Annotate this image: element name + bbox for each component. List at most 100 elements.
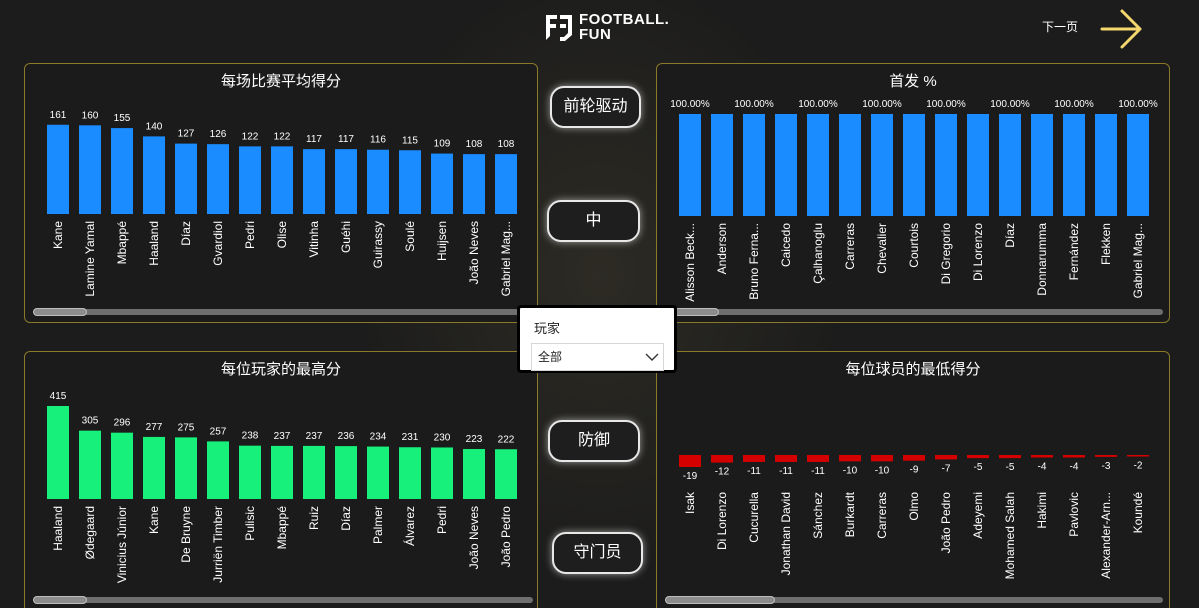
start-category-label: Bruno Ferna...	[747, 223, 761, 300]
start-category-label: Fernández	[1067, 223, 1081, 280]
max-category-label: João Pedro	[499, 506, 513, 568]
avg-value-label: 108	[466, 139, 483, 150]
start-bar	[1127, 114, 1149, 216]
min-value-label: -7	[942, 463, 951, 474]
max-score-scrollbar[interactable]	[33, 596, 533, 604]
max-value-label: 275	[178, 422, 195, 433]
start-bar	[935, 114, 957, 216]
start-bar	[1031, 114, 1053, 216]
min-score-scroll-thumb[interactable]	[665, 596, 775, 604]
avg-bar	[175, 143, 197, 214]
avg-value-label: 117	[306, 134, 322, 145]
min-category-label: Koundé	[1131, 492, 1145, 534]
max-category-label: Haaland	[51, 506, 65, 551]
start-value-label: 100.00%	[862, 99, 902, 110]
max-bar	[175, 437, 197, 499]
min-bar	[1095, 455, 1117, 457]
football-fun-logo: FOOTBALL. FUN	[543, 12, 693, 44]
start-category-label: Chevalier	[875, 223, 889, 274]
avg-value-label: 155	[114, 113, 131, 124]
start-value-label: 100.00%	[926, 99, 966, 110]
min-bar	[935, 455, 957, 460]
midfield-button[interactable]: 中	[547, 200, 640, 242]
start-category-label: Caicedo	[779, 223, 793, 267]
max-category-label: Palmer	[371, 506, 385, 544]
max-value-label: 222	[498, 434, 515, 445]
avg-value-label: 117	[338, 134, 354, 145]
min-category-label: João Pedro	[939, 492, 953, 554]
min-value-label: -11	[811, 466, 825, 477]
start-bar	[711, 114, 733, 216]
min-score-chart: -19 Isak -12 Di Lorenzo -11 Cucurella -11 Jonat…	[679, 455, 1149, 579]
avg-value-label: 127	[178, 129, 195, 140]
max-score-scroll-thumb[interactable]	[33, 596, 87, 604]
max-value-label: 236	[338, 431, 355, 442]
avg-score-title: 每场比赛平均得分	[220, 73, 341, 90]
min-value-label: -10	[875, 465, 890, 476]
start-category-label: Alisson Beck...	[683, 223, 697, 302]
min-bar	[807, 455, 829, 462]
min-category-label: Olmo	[907, 492, 921, 521]
player-dropdown-value: 全部	[538, 350, 563, 364]
max-value-label: 231	[402, 432, 419, 443]
next-page-link[interactable]: 下一页	[1042, 20, 1079, 34]
avg-value-label: 109	[434, 139, 451, 150]
avg-category-label: João Neves	[467, 221, 481, 284]
max-category-label: Ruiz	[307, 506, 321, 530]
min-bar	[839, 455, 861, 462]
min-bar	[1063, 455, 1085, 458]
min-value-label: -10	[843, 465, 858, 476]
min-category-label: Sánchez	[811, 492, 825, 539]
min-category-label: Carreras	[875, 492, 889, 539]
start-category-label: Anderson	[715, 223, 729, 274]
avg-bar	[431, 153, 453, 214]
avg-category-label: Huijsen	[435, 221, 449, 261]
min-category-label: Di Lorenzo	[715, 492, 729, 550]
avg-bar	[463, 154, 485, 214]
min-bar	[999, 455, 1021, 459]
start-pct-scrollbar[interactable]	[665, 308, 1163, 316]
avg-value-label: 160	[82, 110, 99, 121]
arrow-right-icon[interactable]	[1100, 8, 1144, 50]
start-category-label: Çalhanoglu	[811, 223, 825, 284]
start-bar	[871, 114, 893, 216]
avg-bar	[207, 144, 229, 214]
min-bar	[711, 455, 733, 463]
min-score-scrollbar[interactable]	[665, 596, 1163, 604]
min-bar	[967, 455, 989, 459]
forward-button[interactable]: 前轮驱动	[550, 86, 641, 128]
avg-score-scroll-thumb[interactable]	[33, 308, 87, 316]
max-score-title: 每位玩家的最高分	[220, 361, 341, 378]
start-category-label: Courtois	[907, 223, 921, 268]
start-bar	[967, 114, 989, 216]
max-value-label: 223	[466, 434, 483, 445]
goalkeeper-button[interactable]: 守门员	[552, 532, 643, 574]
defense-button[interactable]: 防御	[548, 420, 640, 462]
avg-bar	[495, 154, 517, 214]
avg-bar	[47, 124, 69, 214]
max-bar	[143, 436, 165, 499]
start-category-label: Di Gregorio	[939, 223, 953, 285]
min-value-label: -3	[1102, 461, 1111, 472]
max-value-label: 237	[274, 431, 291, 442]
avg-bar	[271, 146, 293, 214]
start-bar	[1095, 114, 1117, 216]
min-category-label: Isak	[683, 491, 697, 514]
max-category-label: Díaz	[339, 506, 353, 531]
max-bar	[399, 447, 421, 499]
min-value-label: -12	[715, 467, 730, 478]
start-category-label: Gabriel Mag...	[1131, 223, 1145, 298]
avg-bar	[399, 150, 421, 214]
player-dropdown[interactable]: 全部	[531, 343, 664, 371]
min-bar	[775, 455, 797, 462]
avg-score-scrollbar[interactable]	[33, 308, 533, 316]
min-value-label: -2	[1134, 460, 1143, 471]
max-value-label: 305	[82, 416, 99, 427]
avg-value-label: 140	[146, 121, 163, 132]
logo-line-1: FOOTBALL.	[579, 11, 670, 28]
avg-value-label: 116	[370, 135, 386, 146]
min-value-label: -9	[910, 465, 919, 476]
max-category-label: Kane	[147, 506, 161, 534]
max-bar	[463, 449, 485, 499]
avg-category-label: Soulé	[403, 221, 417, 252]
